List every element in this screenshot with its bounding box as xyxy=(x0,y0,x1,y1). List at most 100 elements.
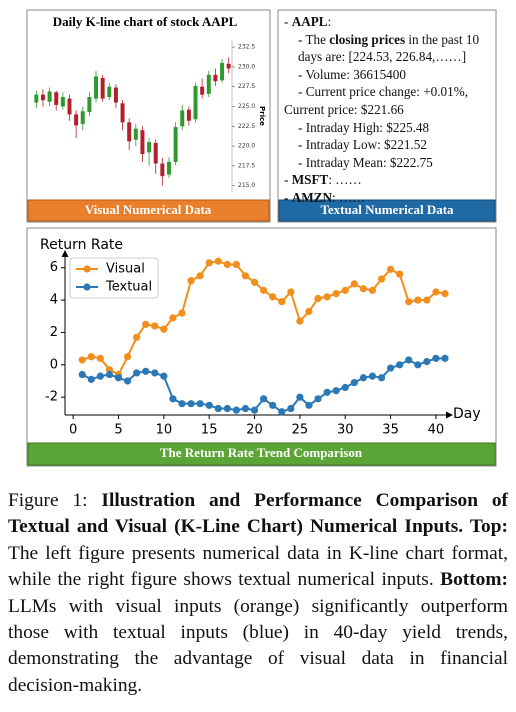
point xyxy=(187,277,195,285)
text: - xyxy=(284,14,292,29)
text: - xyxy=(284,189,292,205)
point xyxy=(123,353,132,361)
candle-body xyxy=(47,91,52,102)
y-tick-label: 230.0 xyxy=(238,63,255,70)
point xyxy=(142,320,150,328)
y-tick-label: 222.5 xyxy=(238,123,255,130)
point xyxy=(414,361,422,369)
point xyxy=(160,372,168,380)
text: AMZN xyxy=(291,189,332,205)
point xyxy=(278,298,286,306)
line-y-label: Return Rate xyxy=(40,237,123,253)
point xyxy=(368,372,377,380)
point xyxy=(160,325,168,333)
candle-body xyxy=(166,161,171,175)
candle-body xyxy=(60,97,65,107)
text-line: - Intraday Mean: $222.75 xyxy=(284,154,492,172)
point xyxy=(386,265,395,273)
point xyxy=(396,361,404,369)
text-line: - Current price change: +0.01%, xyxy=(284,83,492,101)
point xyxy=(323,293,331,301)
point xyxy=(287,288,295,296)
k-line-y-label: Price xyxy=(258,106,266,126)
point xyxy=(241,404,250,413)
point xyxy=(232,406,241,414)
text-line: - Intraday High: $225.48 xyxy=(284,119,492,137)
text: - Intraday High: $225.48 xyxy=(298,119,430,135)
candle-body xyxy=(67,98,72,115)
legend-marker xyxy=(83,265,91,273)
text: - Intraday Mean: $222.75 xyxy=(298,154,433,170)
x-tick-label: 0 xyxy=(69,423,77,438)
point xyxy=(350,280,358,288)
point xyxy=(405,298,413,306)
point xyxy=(287,404,295,413)
text: Current price: $221.66 xyxy=(284,101,404,117)
point xyxy=(332,387,340,395)
point xyxy=(350,379,358,387)
caption-text: LLMs with visual inputs (orange) signifi… xyxy=(8,595,508,696)
point xyxy=(78,356,86,364)
point xyxy=(414,296,422,304)
caption-label: Figure 1: xyxy=(8,490,102,511)
point xyxy=(214,257,222,265)
point xyxy=(123,377,132,385)
point xyxy=(133,333,141,341)
candle-body xyxy=(200,86,205,95)
point xyxy=(187,400,195,408)
caption: Figure 1: Illustration and Performance C… xyxy=(8,488,508,699)
point xyxy=(178,400,186,408)
candle-body xyxy=(173,127,178,162)
text: - xyxy=(284,172,292,188)
right-label: Textual Numerical Data xyxy=(320,202,454,217)
text: : …… xyxy=(332,189,366,205)
candle-body xyxy=(160,163,165,177)
candle-body xyxy=(54,92,59,105)
y-tick-label: 232.5 xyxy=(238,44,255,51)
candle-body xyxy=(107,86,112,97)
candle-body xyxy=(120,103,125,123)
candle-body xyxy=(180,110,185,127)
point xyxy=(377,374,386,382)
text: closing prices xyxy=(329,31,406,47)
line-x-label: Day xyxy=(453,406,481,422)
point xyxy=(269,293,277,301)
point xyxy=(205,401,213,409)
point xyxy=(305,307,313,316)
point xyxy=(196,400,204,408)
point xyxy=(105,370,114,379)
point xyxy=(133,369,141,377)
point xyxy=(423,296,431,304)
y-tick-label: 225.0 xyxy=(238,103,255,110)
y-tick-label: 227.5 xyxy=(238,83,255,90)
point xyxy=(232,260,241,269)
candle-body xyxy=(140,130,145,154)
k-line-title: Daily K-line chart of stock AAPL xyxy=(53,14,238,29)
candle-body xyxy=(206,74,211,94)
point xyxy=(296,393,304,401)
x-tick-label: 15 xyxy=(201,423,218,438)
y-tick-label: -2 xyxy=(45,390,58,405)
point xyxy=(359,285,367,293)
left-label: Visual Numerical Data xyxy=(85,202,212,217)
point xyxy=(196,272,204,280)
text: AAPL xyxy=(291,14,328,29)
right-panel xyxy=(277,9,497,223)
point xyxy=(314,395,322,403)
text: - The xyxy=(298,31,330,47)
candle-body xyxy=(213,74,218,82)
point xyxy=(332,290,340,298)
text-line: Current price: $221.66 xyxy=(284,101,492,119)
point xyxy=(323,388,331,396)
x-tick-label: 35 xyxy=(382,423,399,438)
point xyxy=(359,374,367,382)
point xyxy=(250,278,259,286)
point xyxy=(87,353,95,361)
point xyxy=(78,370,86,379)
x-tick-label: 30 xyxy=(337,423,354,438)
text-line: - Intraday Low: $221.52 xyxy=(284,136,492,154)
point xyxy=(223,260,231,269)
y-tick-label: 2 xyxy=(50,325,58,340)
point xyxy=(87,375,95,383)
point xyxy=(260,286,268,294)
